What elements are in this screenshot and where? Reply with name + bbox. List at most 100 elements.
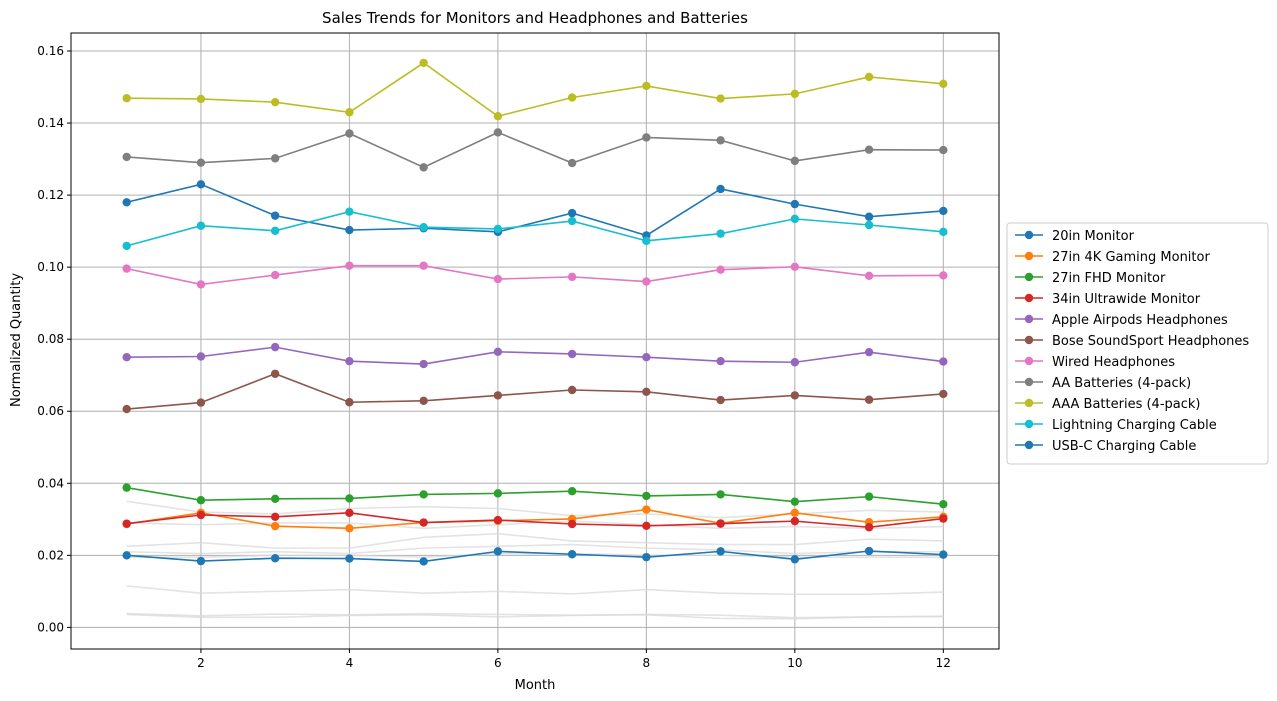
data-point <box>716 356 725 366</box>
data-point <box>493 547 503 556</box>
data-point <box>196 352 206 361</box>
data-series <box>122 58 948 566</box>
data-point <box>939 145 948 155</box>
data-point <box>493 515 503 525</box>
data-point <box>939 550 948 559</box>
grid-lines <box>71 33 999 649</box>
data-point <box>567 208 577 218</box>
legend-label: AAA Batteries (4-pack) <box>1052 397 1200 412</box>
data-point <box>939 79 948 88</box>
data-point <box>716 229 725 238</box>
series-line <box>126 512 944 529</box>
data-point <box>567 550 577 559</box>
data-point <box>419 557 428 566</box>
data-point <box>196 280 206 289</box>
x-tick-label: 4 <box>346 656 354 670</box>
legend-marker <box>1024 419 1034 429</box>
legend-item: Lightning Charging Cable <box>1015 418 1217 433</box>
data-point <box>939 206 948 216</box>
data-point <box>790 262 800 271</box>
chart-title: Sales Trends for Monitors and Headphones… <box>322 9 748 27</box>
legend: 20in Monitor 27in 4K Gaming Monitor 27in F… <box>1006 222 1269 465</box>
data-point <box>345 508 354 518</box>
data-point <box>419 222 428 232</box>
series-line <box>126 508 944 530</box>
data-point <box>642 505 651 514</box>
data-point <box>270 97 280 107</box>
y-tick-label: 0.04 <box>37 476 64 490</box>
legend-label: Wired Headphones <box>1052 355 1175 370</box>
data-point <box>642 353 651 362</box>
legend-label: AA Batteries (4-pack) <box>1052 376 1191 391</box>
legend-marker <box>1024 377 1034 387</box>
data-point <box>567 272 577 282</box>
data-point <box>345 356 354 366</box>
data-point <box>122 483 131 492</box>
legend-marker <box>1024 230 1034 240</box>
data-point <box>122 94 131 103</box>
data-point <box>567 349 577 359</box>
y-axis: 0.00 0.02 0.04 0.06 0.08 0.10 0.12 0.14 0.16 <box>37 44 71 634</box>
data-point <box>122 198 131 207</box>
y-tick-label: 0.12 <box>37 188 64 202</box>
y-tick-label: 0.10 <box>37 260 64 274</box>
data-point <box>122 551 131 560</box>
data-point <box>716 136 725 145</box>
data-point <box>419 518 428 527</box>
series-line <box>126 210 944 247</box>
x-axis-label: Month <box>515 678 556 693</box>
data-point <box>642 387 651 396</box>
series-line <box>126 131 944 169</box>
legend-label: Bose SoundSport Headphones <box>1052 334 1249 349</box>
legend-item: Apple Airpods Headphones <box>1015 313 1228 328</box>
data-point <box>790 555 800 564</box>
background-series-line <box>126 612 944 619</box>
series <box>122 58 948 121</box>
data-point <box>567 385 577 395</box>
data-point <box>939 514 948 523</box>
data-point <box>345 554 354 563</box>
data-point <box>196 398 206 407</box>
series <box>122 342 948 369</box>
series-line <box>126 486 944 505</box>
data-point <box>864 546 874 556</box>
legend-marker <box>1024 398 1034 408</box>
data-point <box>270 226 280 235</box>
data-point <box>567 158 577 168</box>
data-point <box>939 227 948 237</box>
y-tick-label: 0.08 <box>37 332 64 346</box>
data-point <box>939 271 948 280</box>
data-point <box>419 163 428 172</box>
data-point <box>939 357 948 366</box>
data-point <box>864 145 874 154</box>
data-point <box>419 396 428 405</box>
legend-marker <box>1024 440 1034 450</box>
data-point <box>790 497 800 506</box>
data-point <box>642 133 651 142</box>
series <box>122 505 948 533</box>
data-point <box>567 216 577 226</box>
series <box>122 508 948 532</box>
legend-label: 27in FHD Monitor <box>1052 271 1166 286</box>
background-series-line <box>126 585 944 596</box>
data-point <box>716 184 725 194</box>
data-point <box>196 158 206 167</box>
data-point <box>122 241 131 251</box>
series-line <box>126 372 944 410</box>
data-point <box>864 72 874 82</box>
data-point <box>790 508 800 518</box>
background-series-line <box>126 543 944 555</box>
background-series-line <box>126 532 944 549</box>
legend-item: Bose SoundSport Headphones <box>1015 334 1249 349</box>
series-line <box>126 61 944 118</box>
data-point <box>864 347 874 357</box>
legend-item: 27in 4K Gaming Monitor <box>1015 250 1210 265</box>
data-point <box>567 487 577 496</box>
background-series-line <box>126 613 944 620</box>
legend-label: Apple Airpods Headphones <box>1052 313 1228 328</box>
data-point <box>716 490 725 499</box>
data-point <box>345 494 354 503</box>
data-point <box>567 519 577 529</box>
data-point <box>345 524 354 533</box>
data-point <box>122 152 131 162</box>
